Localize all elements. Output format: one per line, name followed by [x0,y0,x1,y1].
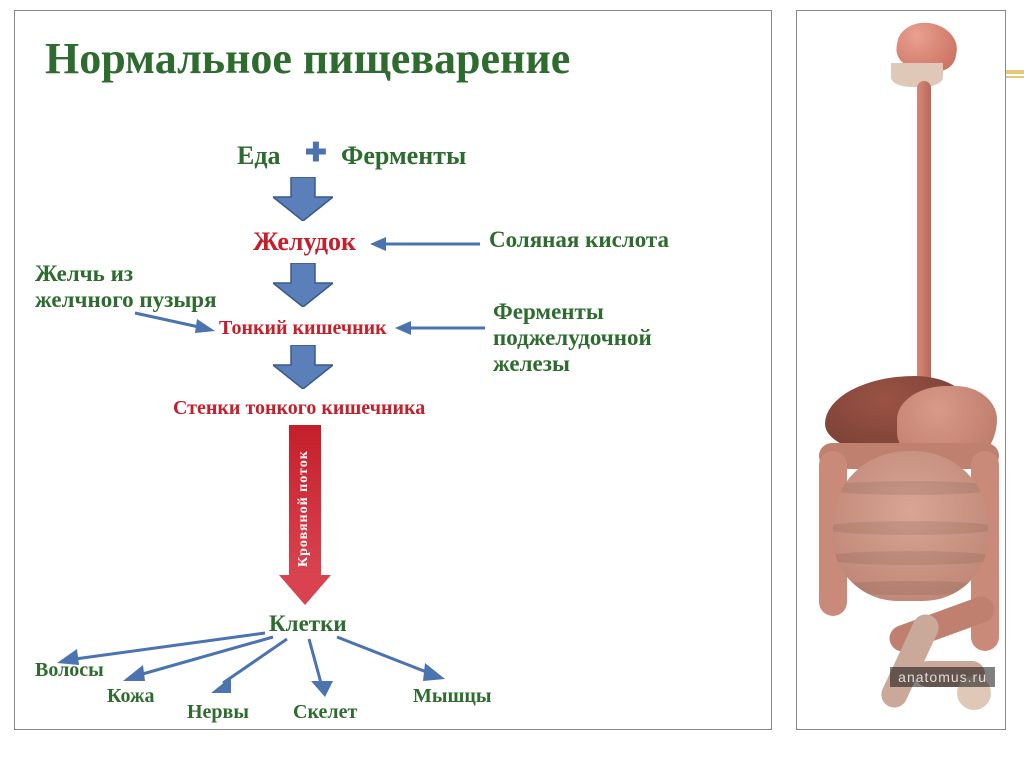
anatomy-illustration: anatomus.ru [796,10,1006,730]
node-cells: Клетки [269,611,347,637]
node-hair: Волосы [35,659,104,682]
node-food: Еда [237,141,281,171]
arrow-left-icon [395,319,485,337]
node-skin: Кожа [107,685,155,708]
small-intestine-shape [833,451,988,601]
arrow-fan-icon [209,637,289,695]
bloodflow-label: Кровяной поток [296,437,312,567]
arrow-right-icon [135,309,215,339]
node-small-intestine: Тонкий кишечник [219,317,387,340]
arrow-fan-icon [335,635,445,685]
watermark: anatomus.ru [890,667,995,687]
arrow-down-icon [273,263,333,307]
node-skeleton: Скелет [293,701,357,724]
node-bile-l1: Желчь из [35,261,133,287]
node-muscles: Мышцы [413,685,492,708]
node-hcl: Соляная кислота [489,227,669,253]
node-pancreas-l3: железы [493,351,570,377]
node-nerves: Нервы [187,701,249,724]
esophagus-shape [917,81,931,391]
plus-icon: ✚ [305,145,327,167]
page-title: Нормальное пищеварение [45,33,570,84]
node-enzymes: Ферменты [341,141,466,171]
node-si-walls: Стенки тонкого кишечника [173,397,425,420]
flowchart-panel: Нормальное пищеварение Еда ✚ Ферменты Же… [14,10,772,730]
jaw-shape [891,63,943,87]
node-stomach: Желудок [253,227,356,257]
bloodflow-arrowhead [279,575,331,605]
node-pancreas-l2: поджелудочной [493,325,652,351]
arrow-down-icon [273,177,333,221]
arrow-down-icon [273,345,333,389]
arrow-fan-icon [305,637,335,697]
node-pancreas-l1: Ферменты [493,299,604,325]
arrow-left-icon [370,235,480,253]
